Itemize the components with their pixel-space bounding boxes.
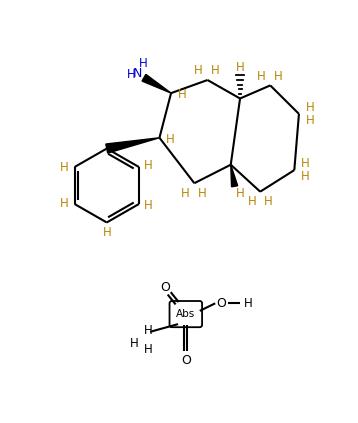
- Text: H: H: [102, 226, 111, 239]
- Text: O: O: [181, 354, 191, 367]
- Text: H: H: [211, 64, 219, 77]
- Text: H: H: [305, 101, 314, 114]
- Text: H: H: [274, 70, 282, 82]
- Text: H: H: [257, 70, 266, 82]
- Text: H: H: [144, 199, 153, 212]
- Polygon shape: [142, 74, 171, 93]
- Text: H: H: [181, 187, 189, 200]
- Text: H: H: [301, 170, 310, 183]
- Text: H: H: [263, 195, 272, 208]
- Text: H: H: [60, 198, 69, 211]
- Text: N: N: [133, 67, 142, 80]
- Text: H: H: [144, 159, 153, 172]
- Text: H: H: [60, 161, 69, 173]
- Text: H: H: [198, 187, 207, 200]
- Text: H: H: [236, 187, 245, 201]
- Text: H: H: [301, 157, 310, 170]
- Text: H: H: [178, 88, 187, 101]
- Text: H: H: [248, 195, 257, 208]
- Text: H: H: [194, 64, 203, 77]
- Text: H: H: [126, 68, 135, 81]
- Text: H: H: [166, 133, 175, 146]
- Polygon shape: [106, 138, 159, 153]
- Text: H: H: [139, 58, 147, 70]
- Text: H: H: [144, 324, 152, 337]
- FancyBboxPatch shape: [170, 301, 202, 327]
- Text: H: H: [130, 337, 138, 350]
- Text: H: H: [144, 343, 152, 356]
- Text: H: H: [243, 297, 252, 310]
- Text: H: H: [236, 61, 245, 74]
- Polygon shape: [231, 165, 238, 187]
- Text: O: O: [160, 281, 170, 294]
- Text: O: O: [217, 297, 226, 310]
- Text: Abs: Abs: [176, 309, 195, 319]
- Text: H: H: [305, 113, 314, 126]
